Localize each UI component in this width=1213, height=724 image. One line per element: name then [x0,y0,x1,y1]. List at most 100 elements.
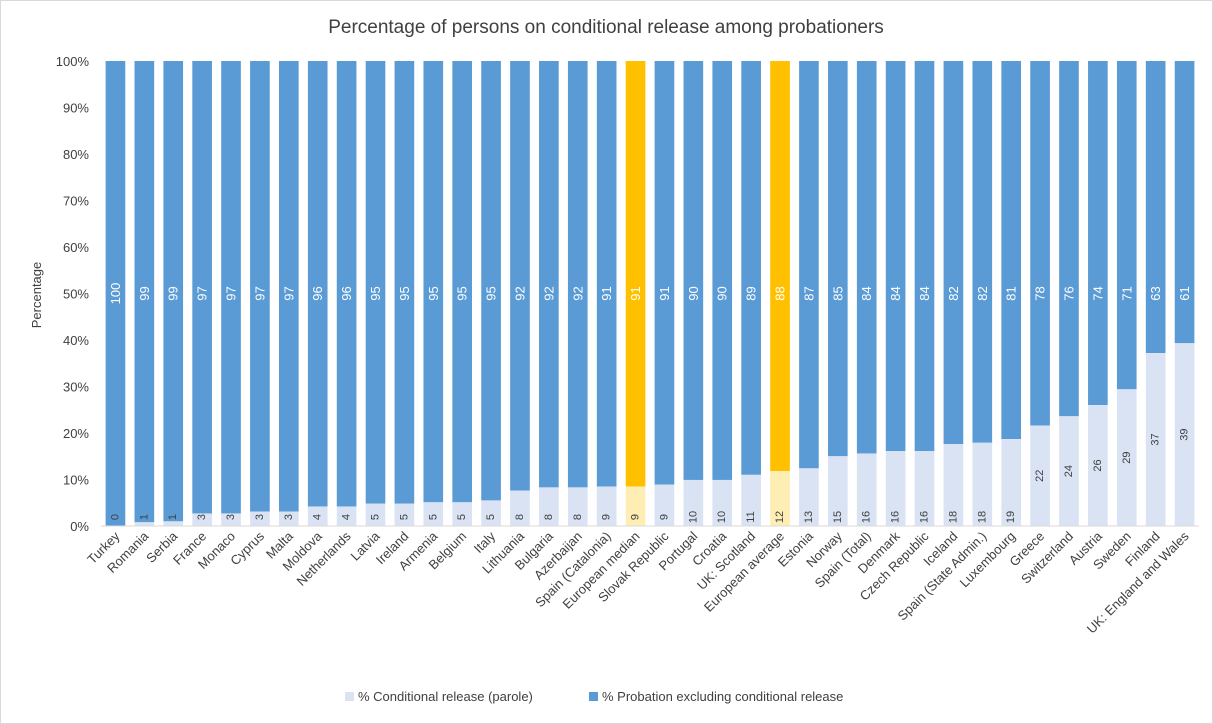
bar-conditional-release [365,503,386,526]
bar-probation-excluding-conditional-release [1116,61,1137,390]
data-label-conditional-release: 11 [745,511,757,522]
data-label-probation: 74 [1090,286,1105,300]
data-label-conditional-release: 16 [890,511,902,523]
data-label-probation: 95 [368,286,383,300]
data-label-probation: 97 [281,286,296,300]
bar-conditional-release [654,484,675,526]
bar-probation-excluding-conditional-release [741,61,761,475]
bar-conditional-release [741,474,761,526]
data-label-probation: 99 [166,286,181,300]
y-tick-label: 70% [63,194,89,209]
bar-conditional-release [539,487,559,526]
bar-conditional-release [452,502,473,526]
data-label-conditional-release: 3 [283,514,295,520]
data-label-probation: 82 [946,286,961,300]
data-label-probation: 63 [1148,286,1163,300]
data-label-probation: 85 [830,286,845,300]
bar-probation-excluding-conditional-release [712,61,733,480]
data-label-conditional-release: 29 [1121,452,1133,464]
data-label-probation: 92 [512,286,527,300]
bar-probation-excluding-conditional-release [365,61,386,504]
bar-conditional-release [163,521,184,526]
bar-probation-excluding-conditional-release [452,61,473,503]
bar-conditional-release [1116,389,1137,526]
bar-conditional-release [799,468,819,526]
data-label-probation: 76 [1061,286,1076,300]
bar-probation-excluding-conditional-release [1030,61,1050,426]
bar-probation-excluding-conditional-release [134,61,155,523]
data-label-probation: 97 [195,286,210,300]
bar-conditional-release [712,479,733,526]
data-label-probation: 84 [888,286,903,300]
data-label-probation: 81 [1004,286,1019,300]
y-tick-label: 10% [63,473,89,488]
data-label-conditional-release: 16 [919,511,931,523]
bar-conditional-release [1059,416,1079,526]
data-label-conditional-release: 4 [341,514,353,520]
bar-conditional-release [1030,425,1050,526]
bar-conditional-release [481,500,501,526]
bar-probation-excluding-conditional-release [596,61,617,487]
bar-probation-excluding-conditional-release [885,61,906,452]
data-label-conditional-release: 1 [167,514,179,520]
data-label-probation: 88 [773,286,788,300]
data-label-probation: 92 [541,286,556,300]
y-tick-label: 40% [63,333,89,348]
data-label-conditional-release: 22 [1034,470,1046,482]
bar-conditional-release [336,506,357,526]
y-axis-ticks: 0% 10% 20% 30% 40% 50% 60% 70% 80% 90% 100% [56,54,90,534]
legend-swatch-conditional-release [345,692,354,701]
bar-conditional-release [394,503,415,526]
data-label-conditional-release: 3 [254,514,266,520]
bar-conditional-release [856,453,877,526]
bar-conditional-release [221,513,241,526]
data-label-conditional-release: 12 [774,511,786,523]
bar-probation-excluding-conditional-release [1174,61,1195,344]
data-label-probation: 97 [252,286,267,300]
bar-conditional-release [683,479,704,526]
bar-probation-excluding-conditional-release [654,61,675,485]
data-label-conditional-release: 18 [947,511,959,523]
bar-conditional-release [625,486,646,526]
data-label-conditional-release: 26 [1092,459,1104,471]
y-tick-label: 100% [56,54,90,69]
bar-conditional-release [885,451,906,526]
y-tick-label: 80% [63,147,89,162]
bar-conditional-release [596,486,617,526]
bar-probation-excluding-conditional-release [567,61,588,488]
bar-probation-excluding-conditional-release [943,61,964,445]
bar-probation-excluding-conditional-release [1059,61,1079,417]
bar-probation-excluding-conditional-release [856,61,877,454]
bar-probation-excluding-conditional-release [799,61,819,469]
bar-conditional-release [1001,439,1022,526]
data-label-conditional-release: 37 [1150,433,1162,445]
bar-probation-excluding-conditional-release [394,61,415,504]
data-label-probation: 91 [599,286,614,300]
bar-probation-excluding-conditional-release [1145,61,1166,354]
bar-probation-excluding-conditional-release [192,61,212,514]
bar-probation-excluding-conditional-release [539,61,559,488]
bar-probation-excluding-conditional-release [278,61,299,512]
bar-probation-excluding-conditional-release [625,61,646,487]
bar-conditional-release [134,522,155,526]
data-label-probation: 61 [1177,286,1192,300]
data-label-conditional-release: 5 [398,514,410,520]
data-label-conditional-release: 9 [658,514,670,520]
data-label-probation: 95 [455,286,470,300]
data-label-conditional-release: 13 [803,511,815,523]
legend-label-conditional-release: % Conditional release (parole) [358,689,533,704]
data-label-conditional-release: 39 [1179,429,1191,441]
bar-conditional-release [567,487,588,526]
bar-conditional-release [943,444,964,526]
data-label-conditional-release: 3 [196,514,208,520]
bar-conditional-release [423,502,444,526]
data-label-probation: 97 [224,286,239,300]
bar-conditional-release [1088,405,1108,526]
data-label-probation: 96 [339,286,354,300]
y-tick-label: 50% [63,287,89,302]
bar-probation-excluding-conditional-release [481,61,501,501]
bar-probation-excluding-conditional-release [336,61,357,507]
bar-probation-excluding-conditional-release [1088,61,1108,406]
